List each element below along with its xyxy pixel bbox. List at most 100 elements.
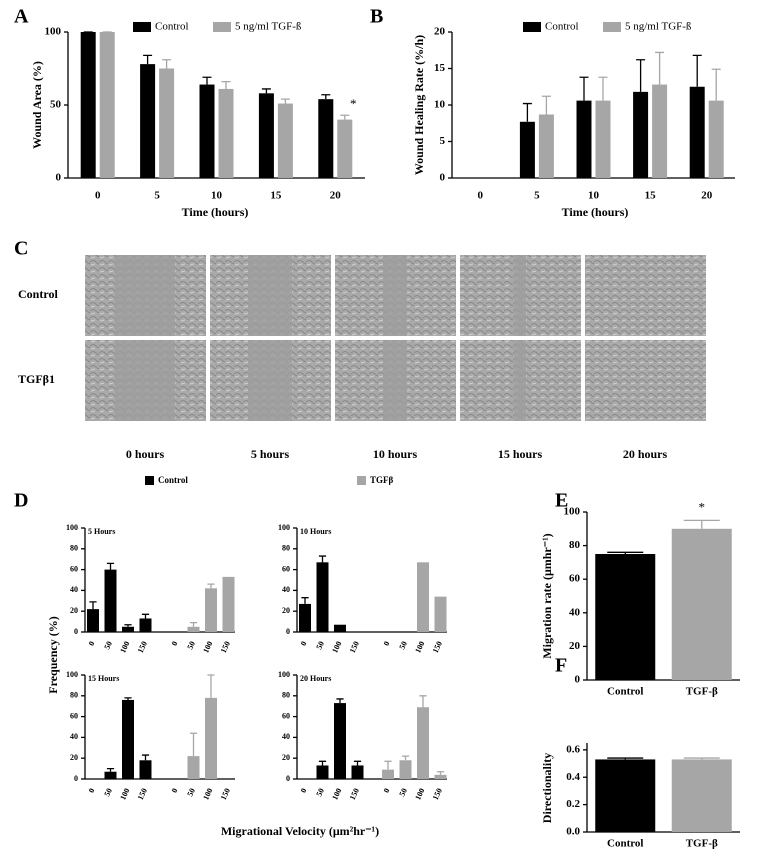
wound-gap bbox=[383, 255, 407, 336]
x-tick-label: 100 bbox=[201, 787, 214, 802]
significance-marker: * bbox=[699, 499, 706, 514]
x-tick-label: 150 bbox=[348, 787, 361, 802]
y-tick-label: 20 bbox=[282, 753, 290, 762]
y-tick-label: 20 bbox=[70, 753, 78, 762]
legend-swatch bbox=[145, 476, 154, 485]
y-tick-label: 100 bbox=[45, 26, 62, 38]
x-tick-label: 50 bbox=[185, 787, 197, 798]
y-tick-label: 0 bbox=[286, 627, 290, 636]
y-tick-label: 40 bbox=[282, 732, 290, 741]
x-tick-label: 10 bbox=[211, 190, 223, 202]
error-bar bbox=[579, 76, 589, 101]
bar bbox=[434, 596, 447, 632]
column-label: 15 hours bbox=[498, 447, 543, 461]
x-tick-label: 150 bbox=[431, 787, 444, 802]
error-bar bbox=[419, 695, 427, 708]
error-bar bbox=[106, 767, 115, 772]
legend-label: Control bbox=[545, 21, 579, 33]
column-label: 0 hours bbox=[126, 447, 165, 461]
y-tick-label: 40 bbox=[569, 606, 581, 618]
micrograph bbox=[585, 340, 706, 421]
panel-title: 20 Hours bbox=[300, 674, 331, 683]
x-tick-label: 0 bbox=[170, 640, 180, 647]
x-tick-label: 150 bbox=[219, 787, 232, 802]
bar bbox=[122, 699, 134, 779]
bar bbox=[87, 609, 99, 632]
bar bbox=[576, 100, 592, 178]
x-tick-label: 150 bbox=[348, 640, 361, 655]
bar bbox=[80, 32, 96, 178]
y-tick-label: 0.6 bbox=[566, 743, 580, 755]
y-tick-label: 15 bbox=[434, 62, 446, 74]
legend-label: 5 ng/ml TGF-ß bbox=[625, 21, 692, 33]
y-tick-label: 80 bbox=[282, 691, 290, 700]
y-tick-label: 100 bbox=[564, 506, 581, 518]
error-bar bbox=[711, 68, 721, 101]
wound-gap bbox=[115, 340, 175, 421]
error-bar bbox=[321, 94, 331, 100]
x-tick-label: TGF-β bbox=[686, 686, 718, 698]
y-tick-label: 0.4 bbox=[566, 771, 580, 783]
error-bar bbox=[353, 760, 362, 766]
y-tick-label: 0 bbox=[56, 172, 62, 184]
x-tick-label: 100 bbox=[330, 787, 343, 802]
y-tick-label: 100 bbox=[278, 523, 290, 532]
x-tick-label: 150 bbox=[136, 787, 149, 802]
x-tick-label: 50 bbox=[185, 640, 197, 651]
bar bbox=[595, 100, 611, 178]
y-tick-label: 20 bbox=[434, 26, 446, 38]
bar bbox=[399, 760, 412, 779]
error-bar bbox=[221, 80, 231, 89]
bar bbox=[99, 32, 115, 178]
micrograph bbox=[585, 255, 706, 336]
panel-label: E bbox=[555, 490, 568, 512]
error-bar bbox=[692, 54, 702, 87]
legend-swatch bbox=[133, 22, 151, 32]
y-tick-label: 100 bbox=[66, 523, 78, 532]
error-bar bbox=[124, 697, 132, 700]
x-tick-label: 50 bbox=[102, 640, 114, 651]
panel-label: F bbox=[555, 655, 567, 677]
x-axis-label: Migrational Velocity (μm²hr⁻¹) bbox=[221, 824, 379, 838]
legend-swatch bbox=[603, 22, 621, 32]
x-tick-label: 50 bbox=[314, 787, 326, 798]
error-bar bbox=[318, 760, 327, 766]
bar bbox=[351, 765, 364, 779]
y-tick-label: 0.0 bbox=[566, 826, 580, 838]
y-tick-label: 60 bbox=[70, 564, 78, 573]
x-tick-label: Control bbox=[607, 838, 643, 850]
panel-label: A bbox=[14, 6, 29, 28]
x-tick-label: 150 bbox=[136, 640, 149, 655]
error-bar bbox=[340, 114, 350, 120]
x-tick-label: Control bbox=[607, 686, 643, 698]
bar bbox=[595, 759, 656, 832]
legend-swatch bbox=[357, 476, 366, 485]
panel-title: 10 Hours bbox=[300, 527, 331, 536]
error-bar bbox=[89, 601, 97, 610]
bar bbox=[337, 119, 353, 178]
error-bar bbox=[336, 698, 344, 704]
column-label: 10 hours bbox=[373, 447, 418, 461]
bar bbox=[595, 554, 656, 680]
y-tick-label: 100 bbox=[66, 670, 78, 679]
x-tick-label: 0 bbox=[299, 787, 309, 794]
error-bar bbox=[607, 757, 644, 760]
x-tick-label: TGF-β bbox=[686, 838, 718, 850]
x-tick-label: 150 bbox=[431, 640, 444, 655]
bar bbox=[205, 697, 217, 779]
y-tick-label: 0 bbox=[440, 172, 446, 184]
significance-marker: * bbox=[350, 96, 357, 111]
legend-label: Control bbox=[158, 475, 188, 485]
error-bar bbox=[141, 613, 150, 619]
error-bar bbox=[141, 754, 150, 761]
y-tick-label: 0 bbox=[575, 674, 581, 686]
bar bbox=[689, 86, 705, 178]
error-bar bbox=[683, 519, 720, 529]
x-tick-label: 50 bbox=[397, 787, 409, 798]
bar bbox=[218, 88, 234, 178]
y-tick-label: 80 bbox=[282, 544, 290, 553]
wound-gap bbox=[115, 255, 175, 336]
error-bar bbox=[189, 732, 198, 757]
bar bbox=[417, 707, 429, 779]
